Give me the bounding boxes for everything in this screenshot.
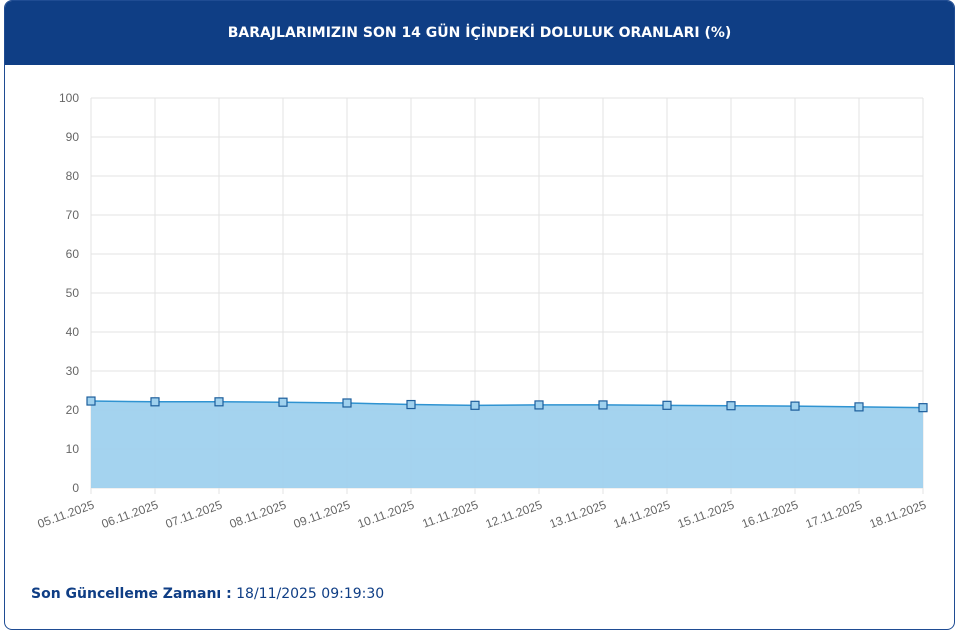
x-tick-label: 16.11.2025 xyxy=(740,498,801,532)
x-tick-label: 11.11.2025 xyxy=(420,498,480,531)
y-tick-label: 0 xyxy=(72,481,79,495)
point xyxy=(86,396,96,406)
point xyxy=(470,400,480,410)
y-tick-label: 30 xyxy=(66,364,80,378)
point xyxy=(726,401,736,411)
x-tick-label: 14.11.2025 xyxy=(612,498,673,532)
y-tick-label: 10 xyxy=(66,442,80,456)
point xyxy=(534,400,544,410)
card: BARAJLARIMIZIN SON 14 GÜN İÇİNDEKİ DOLUL… xyxy=(4,0,955,630)
x-tick-label: 05.11.2025 xyxy=(36,498,97,532)
line xyxy=(90,400,924,409)
chart-title: BARAJLARIMIZIN SON 14 GÜN İÇİNDEKİ DOLUL… xyxy=(5,1,954,65)
y-tick-label: 40 xyxy=(66,325,80,339)
x-tick-label: 09.11.2025 xyxy=(292,498,353,532)
x-tick-label: 17.11.2025 xyxy=(804,498,865,532)
point xyxy=(342,398,352,408)
x-tick-label: 10.11.2025 xyxy=(356,498,417,532)
x-tick-label: 08.11.2025 xyxy=(228,498,289,532)
point xyxy=(918,403,928,413)
x-tick-label: 18.11.2025 xyxy=(868,498,929,532)
footer-value: 18/11/2025 09:19:30 xyxy=(236,586,385,602)
point xyxy=(598,400,608,410)
x-tick-label: 07.11.2025 xyxy=(164,498,225,532)
point xyxy=(278,397,288,407)
chart: 0 10 20 30 40 50 60 70 80 90 100 05.11.2025 06.11.20… xyxy=(36,91,929,532)
y-tick-label: 20 xyxy=(66,403,80,417)
y-tick-label: 50 xyxy=(66,286,80,300)
y-tick-label: 60 xyxy=(66,247,80,261)
point xyxy=(214,397,224,407)
point xyxy=(150,397,160,407)
area xyxy=(91,401,923,488)
x-tick-label: 06.11.2025 xyxy=(100,498,161,532)
y-tick-label: 100 xyxy=(59,91,79,105)
x-tick-label: 15.11.2025 xyxy=(676,498,737,532)
x-tick-label: 12.11.2025 xyxy=(484,498,545,532)
y-tick-label: 70 xyxy=(66,208,80,222)
y-tick-label: 80 xyxy=(66,169,80,183)
point xyxy=(790,401,800,411)
footer-label: Son Güncelleme Zamanı : xyxy=(31,586,232,602)
x-tick-label: 13.11.2025 xyxy=(548,498,609,532)
point xyxy=(406,399,416,410)
y-tick-label: 90 xyxy=(66,130,80,144)
point xyxy=(662,400,672,410)
footer: Son Güncelleme Zamanı : 18/11/2025 09:19… xyxy=(31,586,384,602)
point xyxy=(854,402,864,412)
